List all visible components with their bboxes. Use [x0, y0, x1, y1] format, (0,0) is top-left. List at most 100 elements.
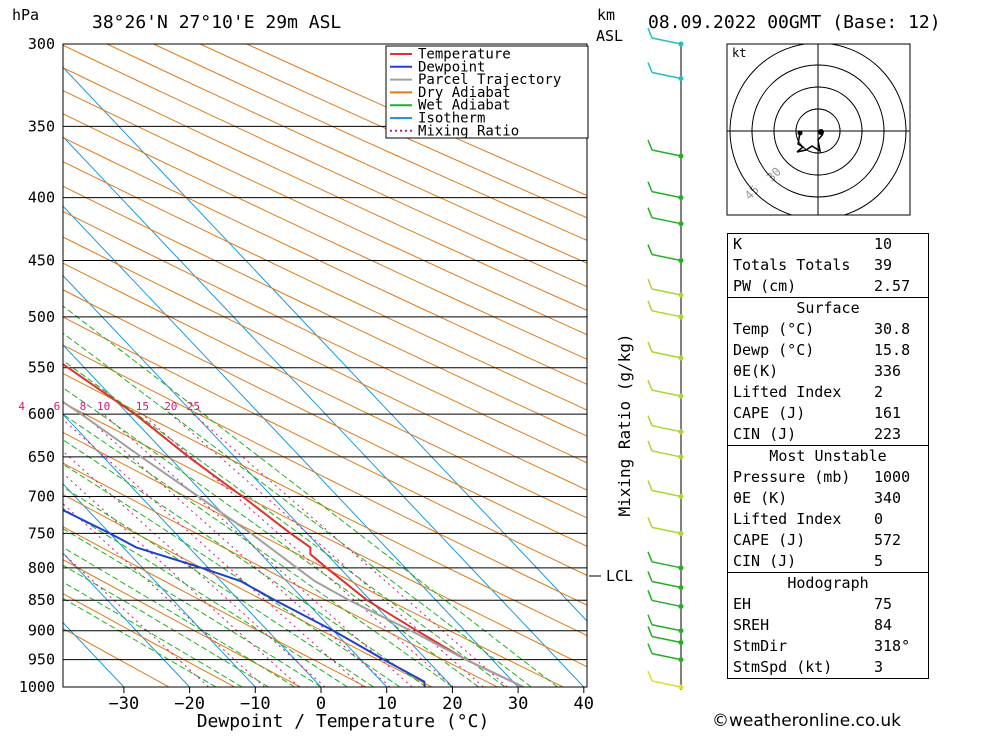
wet-adiabat-line	[0, 44, 479, 687]
table-row: θE (K)340	[728, 488, 928, 509]
wind-level-dot	[679, 640, 684, 645]
wind-level-dot	[679, 394, 684, 399]
pressure-tick-labels: 3003504004505005506006507007508008509009…	[19, 35, 55, 696]
pressure-tick-label: 600	[28, 405, 55, 423]
wind-barb	[652, 562, 681, 568]
asl-label: ASL	[596, 27, 623, 45]
mixing-ratio-label: 25	[187, 400, 200, 413]
wind-barb-flag	[648, 615, 652, 625]
wind-barb	[652, 636, 681, 642]
table-row: StmSpd (kt)3	[728, 657, 928, 678]
pressure-tick-label: 750	[28, 524, 55, 542]
temperature-tick-label: −30	[109, 694, 140, 714]
wind-level-dot	[679, 585, 684, 590]
dry-adiabat-line	[0, 44, 169, 687]
wind-level-dot	[679, 429, 684, 434]
pressure-tick-label: 400	[28, 189, 55, 207]
wind-barb-flag	[648, 517, 652, 527]
section-title: Hodograph	[728, 573, 928, 594]
wind-profile: LCL	[589, 28, 684, 690]
table-row: Dewp (°C)15.8	[728, 340, 928, 361]
wind-barb	[652, 38, 681, 44]
wind-level-dot	[679, 293, 684, 298]
pressure-tick-label: 850	[28, 591, 55, 609]
wind-barb	[652, 625, 681, 631]
wind-barb-flag	[648, 590, 652, 600]
wind-barb-flag	[648, 279, 652, 289]
km-label: km	[597, 6, 615, 24]
pressure-tick-label: 800	[28, 559, 55, 577]
wet-adiabat-line	[0, 44, 400, 687]
isotherm-line	[0, 44, 584, 687]
wind-level-dot	[679, 604, 684, 609]
wind-barb-flag	[648, 441, 652, 451]
wind-barb-flag	[648, 245, 652, 255]
wind-barb	[652, 150, 681, 156]
pressure-tick-label: 350	[28, 117, 55, 135]
pressure-tick-label: 700	[28, 488, 55, 506]
pressure-tick-label: 550	[28, 359, 55, 377]
location-title: 38°26'N 27°10'E 29m ASL	[92, 12, 341, 33]
pressure-tick-label: 450	[28, 252, 55, 270]
wind-barb	[652, 426, 681, 432]
copyright-footer[interactable]: ©weatheronline.co.uk	[712, 711, 901, 731]
wind-barb-flag	[648, 301, 652, 311]
mixing-ratio-line	[193, 414, 507, 687]
wet-adiabat-line	[0, 44, 505, 687]
wind-level-dot	[679, 42, 684, 47]
hodograph-unit: kt	[732, 46, 746, 60]
wind-barb	[652, 352, 681, 358]
wind-barb-flag	[648, 342, 652, 352]
wind-level-dot	[679, 314, 684, 319]
datetime-title: 08.09.2022 00GMT (Base: 12)	[648, 12, 941, 33]
wind-level-dot	[679, 355, 684, 360]
wind-barb-flag	[648, 182, 652, 192]
table-row: Pressure (mb)1000	[728, 467, 928, 488]
wind-barb-flag	[648, 481, 652, 491]
table-row: CIN (J)223	[728, 424, 928, 445]
section-title: Most Unstable	[728, 446, 928, 467]
wind-level-dot	[679, 76, 684, 81]
mixing-ratio-label: 20	[164, 400, 177, 413]
hodograph-point	[818, 129, 824, 135]
wind-barb-flag	[648, 416, 652, 426]
wind-barb	[652, 255, 681, 261]
mixing-ratio-label: 15	[136, 400, 149, 413]
mixing-ratio-axis-label: Mixing Ratio (g/kg)	[615, 333, 634, 516]
isotherm-line	[41, 44, 650, 687]
wind-barb	[652, 218, 681, 224]
hodograph-point	[798, 131, 803, 136]
mixing-ratio-label: 3	[0, 400, 1, 413]
wind-barb-flag	[648, 62, 652, 72]
mixing-ratio-label: 8	[80, 400, 87, 413]
isotherm-line	[0, 44, 124, 687]
mixing-ratio-line	[171, 414, 484, 687]
hodograph: kt 30 45	[727, 43, 910, 219]
isotherm-line	[0, 44, 387, 687]
wind-barb	[652, 289, 681, 295]
pressure-tick-label: 1000	[19, 678, 55, 696]
wind-level-dot	[679, 454, 684, 459]
wind-barb	[652, 491, 681, 497]
legend-entry: Mixing Ratio	[418, 123, 519, 139]
wind-barb	[652, 581, 681, 587]
mixing-ratio-line	[142, 414, 453, 687]
wind-level-dot	[679, 154, 684, 159]
surface-section: Surface Temp (°C)30.8 Dewp (°C)15.8 θE(K…	[728, 297, 928, 445]
mixing-ratio-line	[83, 414, 390, 687]
wind-barb	[652, 600, 681, 606]
table-row: CAPE (J)161	[728, 403, 928, 424]
wind-barb	[652, 527, 681, 533]
dry-adiabat-line	[0, 44, 497, 687]
wind-barb-flag	[648, 208, 652, 218]
mixing-ratio-label: 4	[18, 400, 25, 413]
wind-barb-flag	[648, 380, 652, 390]
wind-level-dot	[679, 565, 684, 570]
